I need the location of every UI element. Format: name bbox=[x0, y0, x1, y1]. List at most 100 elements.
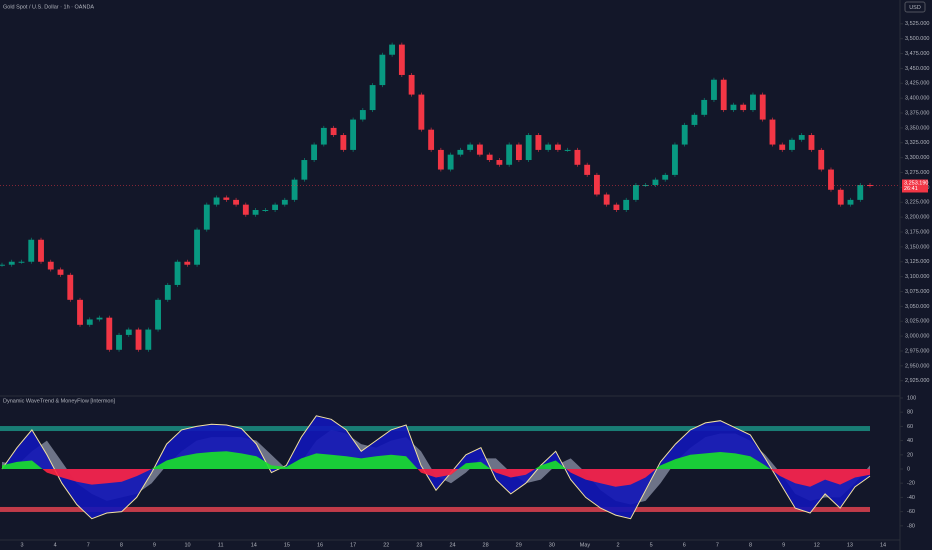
last-price-label: 3,253.190 bbox=[904, 180, 928, 186]
wave-area bbox=[2, 415, 870, 519]
y-tick-label: -40 bbox=[907, 495, 915, 501]
y-tick-label: 20 bbox=[907, 452, 913, 458]
time-label: 2 bbox=[617, 542, 620, 548]
currency[interactable]: USD bbox=[909, 5, 921, 11]
candle bbox=[672, 144, 678, 175]
y-tick-label: 3,425.000 bbox=[905, 81, 929, 87]
time-label: 9 bbox=[153, 542, 156, 548]
candle bbox=[535, 135, 542, 150]
y-tick-label: -80 bbox=[907, 523, 915, 529]
time-label: 23 bbox=[416, 542, 422, 548]
time-label: 8 bbox=[120, 542, 123, 548]
currency-box[interactable] bbox=[904, 1, 926, 13]
y-tick-label: 80 bbox=[907, 410, 913, 416]
wave-line bbox=[1, 415, 871, 520]
time-label: May bbox=[580, 542, 591, 548]
level-band bbox=[0, 426, 870, 432]
candle bbox=[38, 239, 44, 262]
y-tick-label: -20 bbox=[907, 481, 915, 487]
time-label: 8 bbox=[749, 542, 752, 548]
candle bbox=[281, 199, 288, 205]
candle bbox=[603, 194, 610, 205]
candle bbox=[857, 185, 864, 200]
candle bbox=[779, 144, 786, 150]
y-tick-label: 3,275.000 bbox=[905, 170, 929, 176]
y-tick-label: 0 bbox=[907, 466, 910, 472]
candle bbox=[311, 144, 318, 161]
candle bbox=[194, 229, 200, 265]
candle bbox=[164, 284, 171, 300]
candle bbox=[116, 334, 122, 350]
y-tick-label: 3,000.000 bbox=[905, 334, 929, 340]
y-tick-label: -60 bbox=[907, 509, 915, 515]
y-tick-label: 2,950.000 bbox=[905, 363, 929, 369]
candle bbox=[57, 269, 64, 275]
candle bbox=[808, 135, 815, 150]
candle bbox=[233, 199, 239, 205]
y-tick-label: 3,125.000 bbox=[905, 259, 929, 265]
candle bbox=[457, 149, 464, 155]
time-label: 16 bbox=[317, 542, 323, 548]
y-tick-label: 3,500.000 bbox=[905, 36, 929, 42]
candle bbox=[379, 54, 386, 86]
candle bbox=[320, 127, 327, 145]
time-label: 7 bbox=[87, 542, 90, 548]
moneyflow-positive bbox=[2, 451, 870, 469]
candle bbox=[213, 197, 220, 205]
candle bbox=[818, 149, 825, 170]
candle bbox=[554, 144, 561, 150]
y-tick-label: 60 bbox=[907, 424, 913, 430]
last-price-box bbox=[902, 179, 928, 193]
y-tick-label: 2,925.000 bbox=[905, 378, 929, 384]
y-tick-label: 3,025.000 bbox=[905, 319, 929, 325]
candle bbox=[506, 144, 513, 165]
candle bbox=[135, 329, 142, 350]
time-label: 5 bbox=[650, 542, 653, 548]
y-tick-label: 3,400.000 bbox=[905, 96, 929, 102]
symbol-title: Gold Spot / U.S. Dollar · 1h · OANDA bbox=[3, 4, 94, 10]
candle bbox=[662, 174, 669, 180]
countdown: 26:41 bbox=[904, 186, 918, 192]
candle bbox=[633, 185, 639, 200]
y-tick-label: 3,100.000 bbox=[905, 274, 929, 280]
candle bbox=[769, 119, 776, 145]
y-tick-label: 3,200.000 bbox=[905, 215, 929, 221]
candle bbox=[730, 104, 737, 111]
time-label: 12 bbox=[814, 542, 820, 548]
candle bbox=[740, 104, 747, 111]
time-label: 22 bbox=[383, 542, 389, 548]
y-tick-label: 3,475.000 bbox=[905, 51, 929, 57]
candle bbox=[330, 127, 337, 136]
candle bbox=[0, 264, 5, 266]
candle bbox=[711, 79, 717, 100]
y-tick-label: 3,325.000 bbox=[905, 140, 929, 146]
candle bbox=[828, 169, 834, 190]
moneyflow-negative bbox=[2, 469, 870, 487]
candle bbox=[447, 154, 454, 170]
candle bbox=[525, 135, 532, 161]
candle bbox=[350, 119, 357, 150]
candle bbox=[437, 149, 444, 170]
candle bbox=[691, 114, 698, 125]
candle bbox=[496, 160, 503, 165]
candle bbox=[96, 317, 103, 320]
y-tick-label: 3,350.000 bbox=[905, 125, 929, 131]
candle bbox=[428, 129, 435, 150]
candle bbox=[77, 299, 83, 325]
y-tick-label: 100 bbox=[907, 395, 916, 401]
time-label: 28 bbox=[483, 542, 489, 548]
candle bbox=[272, 204, 279, 210]
candle bbox=[359, 110, 366, 120]
candle bbox=[701, 99, 708, 115]
candle bbox=[759, 94, 766, 120]
candle bbox=[476, 144, 483, 155]
candle bbox=[301, 160, 308, 180]
candle bbox=[47, 261, 54, 270]
time-label: 24 bbox=[449, 542, 455, 548]
candle bbox=[28, 239, 35, 262]
candle bbox=[125, 329, 132, 335]
candle bbox=[837, 189, 844, 205]
candle bbox=[847, 199, 854, 205]
candle bbox=[291, 179, 298, 200]
